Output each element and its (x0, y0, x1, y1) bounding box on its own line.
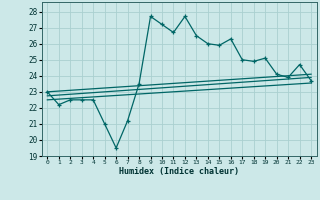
X-axis label: Humidex (Indice chaleur): Humidex (Indice chaleur) (119, 167, 239, 176)
